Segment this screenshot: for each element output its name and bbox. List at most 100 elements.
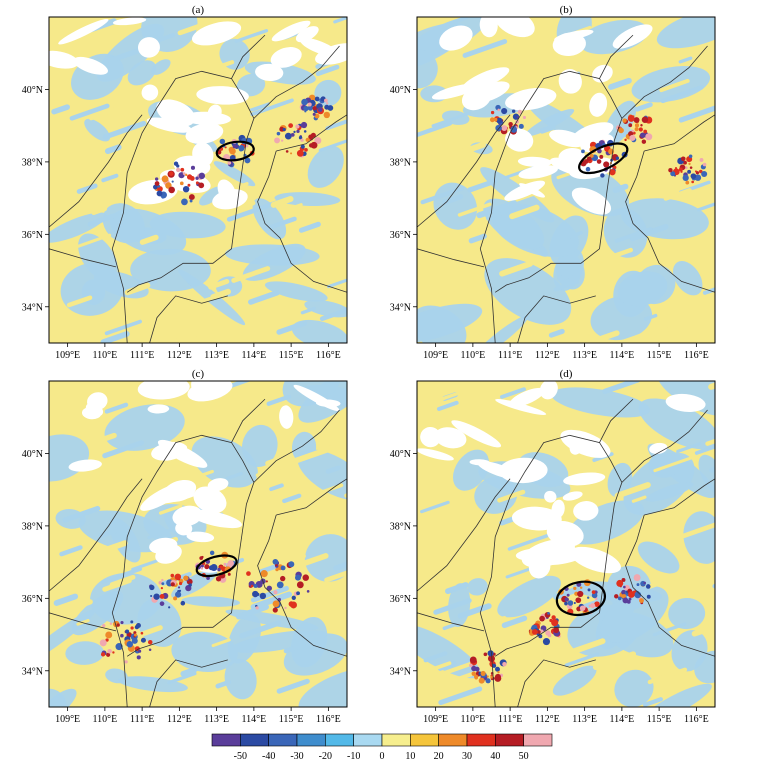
panel-label: (b) <box>560 4 573 16</box>
hotspot-mark <box>195 181 199 185</box>
stripe <box>276 320 308 335</box>
hotspot-mark <box>646 594 651 599</box>
missing-region <box>182 111 232 126</box>
province-border <box>625 514 715 657</box>
hotspot-mark <box>680 170 683 173</box>
hotspot-mark <box>678 167 683 172</box>
hotspot-mark <box>274 137 280 144</box>
stripe <box>433 287 471 304</box>
stripe <box>560 231 583 242</box>
colorbar-swatch <box>296 733 326 747</box>
blue-patch <box>117 676 188 693</box>
y-tick-label: 38°N <box>390 157 411 168</box>
hotspot-mark <box>215 576 222 582</box>
hotspot-mark <box>589 153 594 158</box>
x-tick-label: 116°E <box>684 350 709 361</box>
hotspot-mark <box>545 630 551 636</box>
stripe <box>270 195 294 208</box>
hotspot-mark <box>688 154 693 159</box>
hotspot-mark <box>641 139 647 144</box>
stripe <box>643 313 658 321</box>
colorbar-label: -50 <box>234 751 247 762</box>
stripe <box>467 616 507 633</box>
stripe <box>663 188 692 201</box>
province-border <box>257 514 347 657</box>
missing-region <box>544 490 557 503</box>
province-border <box>49 612 117 632</box>
highlight-ellipse <box>195 554 238 578</box>
province-border <box>621 45 708 119</box>
stripe <box>282 493 302 504</box>
hotspot-mark <box>640 124 643 127</box>
stripe <box>266 394 292 406</box>
colorbar-label: -10 <box>347 751 360 762</box>
stripe <box>420 500 450 514</box>
missing-region <box>508 387 545 408</box>
blue-patch <box>127 60 157 86</box>
hotspot-mark <box>682 174 689 181</box>
province-border <box>417 248 485 268</box>
stripe <box>87 213 117 227</box>
stripe <box>231 266 271 283</box>
hotspot-mark <box>295 124 300 129</box>
stripe <box>172 325 217 343</box>
stripe <box>602 381 641 395</box>
hotspot-mark <box>200 564 204 568</box>
province-border <box>253 409 340 483</box>
hotspot-mark <box>199 556 203 560</box>
x-tick-label: 112°E <box>167 350 192 361</box>
hotspot-mark <box>508 121 513 127</box>
missing-region <box>494 17 535 38</box>
missing-region <box>504 180 546 201</box>
hotspot-mark <box>622 597 629 604</box>
missing-region <box>191 381 214 396</box>
stripe <box>681 522 715 539</box>
province-border <box>111 434 255 707</box>
stripe <box>607 61 634 73</box>
panel-frame <box>48 380 348 708</box>
y-tick-label: 38°N <box>22 157 43 168</box>
hotspot-mark <box>633 574 641 582</box>
province-border <box>149 295 228 343</box>
blue-patch <box>473 315 529 343</box>
hotspot-mark <box>643 129 648 134</box>
hotspot-mark <box>699 158 704 162</box>
missing-region <box>295 26 319 43</box>
stripe <box>102 440 145 459</box>
blue-patch <box>474 476 518 514</box>
hotspot-mark <box>276 131 281 136</box>
hotspot-mark <box>296 581 304 589</box>
hotspot-mark <box>124 660 128 664</box>
colorbar-label: 0 <box>380 751 385 762</box>
hotspot-mark <box>497 671 500 674</box>
hotspot-mark <box>284 132 292 140</box>
hotspot-mark <box>174 573 182 581</box>
stripe <box>215 679 232 689</box>
hotspot-mark <box>161 582 165 586</box>
hotspot-mark <box>136 655 141 660</box>
blue-patch <box>567 500 645 545</box>
blue-patch <box>467 578 488 596</box>
colorbar-label: -30 <box>290 751 303 762</box>
hotspot-mark <box>687 169 692 174</box>
hotspot-mark <box>490 675 494 679</box>
stripe <box>211 638 231 648</box>
blue-patch <box>304 534 347 582</box>
stripe <box>614 226 653 243</box>
panel-label: (c) <box>192 368 205 380</box>
stripe <box>215 542 240 555</box>
hotspot-mark <box>252 590 259 598</box>
hotspot-mark <box>586 156 592 162</box>
hotspot-mark <box>200 567 204 570</box>
blue-patch <box>672 261 703 296</box>
hotspot-mark <box>542 637 551 646</box>
hotspot-mark <box>280 575 286 582</box>
panel-frame <box>416 16 716 344</box>
hotspot-mark <box>245 144 249 148</box>
stripe <box>276 678 310 694</box>
hotspot-mark <box>250 584 254 588</box>
y-tick-label: 38°N <box>22 521 43 532</box>
stripe <box>239 620 282 639</box>
hotspot-mark <box>496 117 503 124</box>
hotspot-mark <box>314 113 320 119</box>
